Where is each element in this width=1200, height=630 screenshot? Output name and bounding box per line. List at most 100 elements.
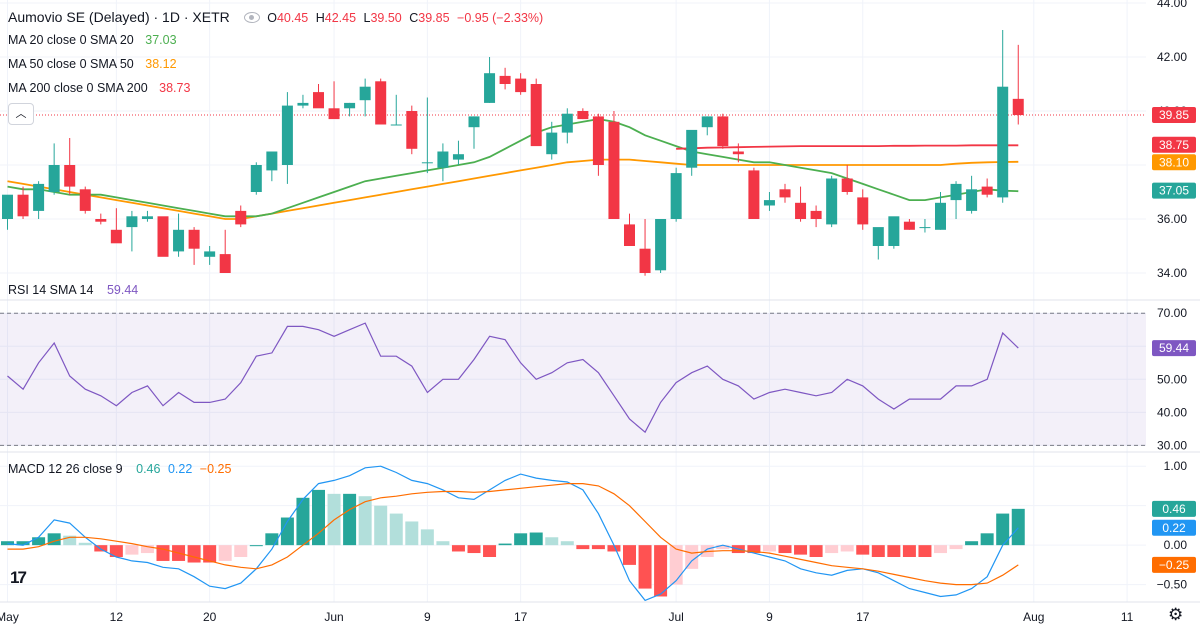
collapse-legend-button[interactable]: ︿ (8, 103, 34, 125)
candle-body (530, 84, 542, 147)
ma200-line (676, 144, 1019, 150)
price-tag: 37.05 (1159, 184, 1189, 198)
tradingview-logo[interactable]: 17 (10, 568, 27, 587)
macd-histogram-bar (125, 545, 139, 555)
macd-histogram-bar (996, 513, 1010, 546)
candle (686, 129, 698, 176)
candle-body (981, 186, 993, 195)
candle (2, 194, 13, 230)
candle-body (281, 105, 293, 165)
candle (624, 213, 635, 246)
candle (748, 167, 760, 219)
candle (281, 92, 293, 184)
macd-histogram-bar (545, 537, 559, 546)
candle-body (592, 116, 604, 165)
macd-histogram-bar (856, 545, 870, 555)
macd-legend[interactable]: MACD 12 26 close 9 0.46 0.22 −0.25 (8, 461, 235, 477)
macd-histogram-bar (389, 513, 403, 546)
price-tick-label: 36.00 (1157, 212, 1187, 226)
candle (515, 73, 527, 95)
candle-body (157, 216, 169, 257)
macd-histogram-bar (187, 545, 201, 563)
gear-icon[interactable]: ⚙ (1168, 605, 1184, 624)
candle-body (266, 151, 278, 171)
candle (997, 30, 1009, 203)
macd-label: MACD 12 26 close 9 (8, 462, 123, 476)
candle (530, 78, 542, 147)
macd-histogram-bar (887, 545, 901, 557)
macd-histogram-bar (451, 545, 465, 552)
ohlc-change: −0.95 (−2.33%) (457, 11, 544, 25)
candle (670, 167, 682, 222)
candles[interactable] (2, 30, 1024, 276)
candle (950, 181, 962, 219)
candle (701, 116, 713, 136)
candle (732, 143, 744, 163)
macd-histogram-bar (980, 533, 994, 546)
candle (359, 78, 371, 117)
candle-body (173, 229, 185, 252)
chevron-up-icon: ︿ (15, 108, 27, 120)
macd-histogram-bar (809, 545, 823, 557)
macd-tick-label: 0.00 (1164, 538, 1188, 552)
macd-histogram-bar (483, 545, 497, 557)
candle (888, 216, 900, 249)
ohlc-open-label: O (267, 11, 277, 25)
price-labels: 39.85 38.75 38.10 37.05 59.44 0.46 0.22 −0.25 (1152, 107, 1196, 573)
candle-body (95, 219, 107, 222)
symbol-legend[interactable]: Aumovio SE (Delayed) · 1D · XETR O40.45 … (8, 9, 547, 26)
candle-body (903, 221, 915, 230)
eye-icon[interactable] (243, 12, 260, 24)
candle-body (452, 154, 464, 160)
candle (110, 208, 122, 244)
candle-body (421, 162, 433, 164)
candle-body (810, 210, 822, 219)
macd-histogram-bar (607, 545, 621, 552)
candle (779, 183, 791, 203)
ma50-line (7, 158, 1019, 220)
symbol-title[interactable]: Aumovio SE (Delayed) · 1D · XETR (8, 9, 230, 25)
candle-body (235, 210, 247, 225)
candle (810, 205, 822, 228)
candle-body (919, 227, 931, 229)
rsi-tick-label: 70.00 (1157, 306, 1187, 320)
candle-body (33, 183, 45, 211)
macd-histogram-bar (529, 532, 543, 546)
candle (499, 67, 511, 90)
macd-tag: −0.25 (1159, 558, 1190, 572)
rsi-legend[interactable]: RSI 14 SMA 14 59.44 (8, 282, 142, 298)
candle (250, 162, 262, 195)
rsi-band-fill (0, 313, 1146, 446)
ma50-value: 38.12 (145, 57, 177, 71)
ma200-legend[interactable]: MA 200 close 0 SMA 200 38.73 (8, 80, 194, 96)
rsi-band (0, 312, 1146, 446)
ma20-label: MA 20 close 0 SMA 20 (8, 33, 134, 47)
candle-body (406, 111, 418, 149)
price-tag: 39.85 (1159, 108, 1189, 122)
candle-body (935, 202, 946, 230)
macd-tick-label: 1.00 (1164, 459, 1188, 473)
macd-tag-bg (1152, 556, 1196, 573)
candle-body (126, 216, 138, 228)
candle-body (17, 194, 29, 217)
candle (981, 178, 993, 198)
candle (1012, 44, 1024, 125)
candle (328, 81, 340, 120)
candle (857, 189, 869, 230)
candle (33, 181, 45, 219)
candle-body (188, 229, 200, 249)
rsi-line (7, 322, 1019, 434)
candle (655, 219, 667, 273)
candle-body (561, 113, 573, 133)
candle (141, 210, 153, 222)
ohlc-open: 40.45 (276, 11, 309, 25)
macd-histogram-bar (871, 545, 885, 557)
candle (375, 78, 387, 125)
time-tick-label: Jun (324, 610, 343, 624)
ma20-legend[interactable]: MA 20 close 0 SMA 20 37.03 (8, 32, 181, 48)
candle-body (997, 86, 1009, 198)
ma50-legend[interactable]: MA 50 close 0 SMA 50 38.12 (8, 56, 181, 72)
candle (437, 143, 449, 182)
macd-histogram-bar (265, 533, 279, 546)
